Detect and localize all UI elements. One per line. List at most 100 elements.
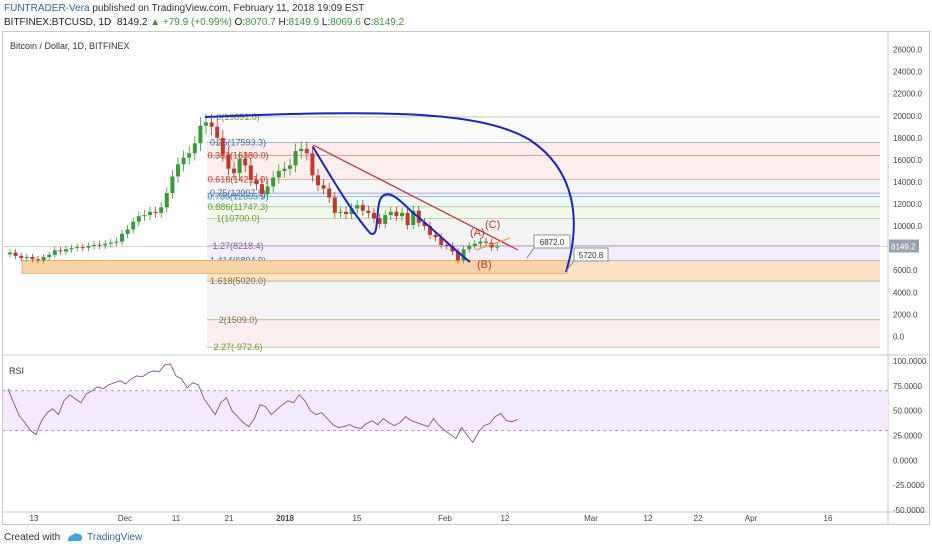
candle-body	[355, 205, 360, 209]
time-tick-label: 21	[225, 514, 234, 523]
candle-body	[254, 179, 259, 185]
candle-body	[232, 168, 236, 174]
fib-band	[207, 155, 880, 180]
candle-body	[316, 175, 320, 186]
rsi-tick-label: 0.0000	[893, 456, 918, 465]
price-tick-label: 22000.0	[893, 90, 922, 99]
fib-level-label: 1(10700.0)	[216, 213, 260, 223]
candle-body	[282, 168, 287, 171]
footer: Created with TradingView	[4, 531, 142, 543]
candle-body	[8, 252, 12, 255]
candle-body	[332, 197, 337, 213]
candle-body	[310, 153, 315, 176]
candle-body	[237, 158, 242, 174]
candle-body	[198, 125, 203, 144]
time-tick-label: 15	[353, 514, 362, 523]
candle-body	[433, 234, 438, 238]
candle-body	[349, 208, 354, 214]
callout-text-1: 6872.0	[540, 238, 565, 247]
candle-body	[377, 218, 382, 224]
fib-band	[207, 245, 880, 261]
time-tick-label: 12	[644, 514, 653, 523]
price-tick-label: 16000.0	[893, 156, 922, 165]
price-tick-label: 6000.0	[893, 266, 918, 275]
rsi-tick-label: 50.0000	[893, 407, 922, 416]
candle-body	[52, 250, 57, 255]
last-price: 8149.2	[116, 17, 148, 28]
high-label: H:	[278, 17, 289, 28]
price-tick-label: 18000.0	[893, 134, 922, 143]
published-text: published on TradingView.com, February 1…	[92, 3, 365, 14]
callout-box-2	[573, 247, 609, 262]
fib-level-label: 0(19891.0)	[216, 112, 260, 122]
price-tick-label: 24000.0	[893, 68, 922, 77]
publish-info: FUNTRADER-Vera published on TradingView.…	[4, 3, 364, 14]
rsi-title: RSI	[9, 366, 24, 376]
callout-text-2: 5720.8	[579, 251, 604, 260]
candle-body	[372, 212, 376, 219]
candle-body	[159, 207, 164, 213]
candle-body	[304, 148, 309, 154]
tradingview-brand[interactable]: TradingView	[87, 531, 143, 543]
price-tick-label: 12000.0	[893, 200, 922, 209]
price-tick-label: 14000.0	[893, 178, 922, 187]
candle-body	[24, 257, 29, 259]
rsi-tick-label: -50.0000	[893, 506, 925, 515]
fib-band	[207, 281, 880, 320]
time-tick-label: 13	[30, 514, 39, 523]
candle-body	[58, 250, 63, 252]
candle-body	[366, 210, 371, 213]
fib-level-label: 2(1509.0)	[219, 315, 258, 325]
fib-band	[207, 142, 880, 156]
candle-body	[338, 211, 343, 213]
candle-body	[321, 185, 326, 189]
candle-body	[103, 243, 108, 246]
author-link[interactable]: FUNTRADER-Vera	[4, 3, 90, 14]
rsi-tick-label: 100.0000	[893, 357, 927, 366]
candle-body	[120, 233, 124, 242]
change-value: ▲ +79.9 (+0.99%)	[150, 17, 232, 28]
candle-body	[108, 242, 113, 244]
candle-body	[86, 245, 91, 248]
time-tick-label: 16	[824, 514, 833, 523]
created-with-text: Created with	[4, 531, 61, 543]
time-tick-label: Mar	[584, 514, 598, 523]
candle-body	[383, 215, 388, 224]
candle-body	[388, 211, 393, 216]
last-price-tag-text: 8149.2	[891, 243, 916, 252]
fib-level-label: 2.27(-972.6)	[213, 342, 262, 352]
candle-body	[176, 164, 180, 177]
candle-body	[209, 122, 214, 127]
candle-body	[467, 245, 472, 250]
fib-level-label: 1.27(8218.4)	[212, 241, 263, 251]
price-tick-label: 10000.0	[893, 222, 922, 231]
wave-label-c: (C)	[485, 219, 500, 231]
price-tick-label: 4000.0	[893, 288, 918, 297]
time-tick-label: 11	[172, 514, 181, 523]
candle-body	[47, 254, 52, 257]
rsi-tick-label: -25.0000	[893, 481, 925, 490]
candle-body	[164, 193, 169, 208]
callout-pointer-1	[526, 247, 535, 259]
callout-box-1	[533, 234, 571, 249]
candle-body	[248, 165, 253, 180]
candle-body	[114, 241, 119, 243]
candle-body	[75, 247, 80, 249]
candle-body	[192, 143, 197, 154]
blue-wave-drawing	[312, 146, 471, 263]
candle-body	[13, 252, 18, 256]
candle-body	[204, 122, 208, 126]
fib-level-label: 0.886(11747.3)	[208, 202, 268, 212]
time-tick-label: Apr	[745, 514, 758, 523]
candle-body	[148, 211, 152, 216]
candle-body	[131, 221, 136, 230]
fib-band	[207, 179, 880, 194]
candle-body	[411, 210, 416, 225]
candle-body	[36, 259, 40, 261]
fib-band	[207, 206, 880, 219]
candle-body	[276, 170, 281, 178]
rsi-tick-label: 75.0000	[893, 382, 922, 391]
open-value: 8070.7	[245, 17, 276, 28]
fib-level-label: 1.618(5020.0)	[210, 276, 266, 286]
